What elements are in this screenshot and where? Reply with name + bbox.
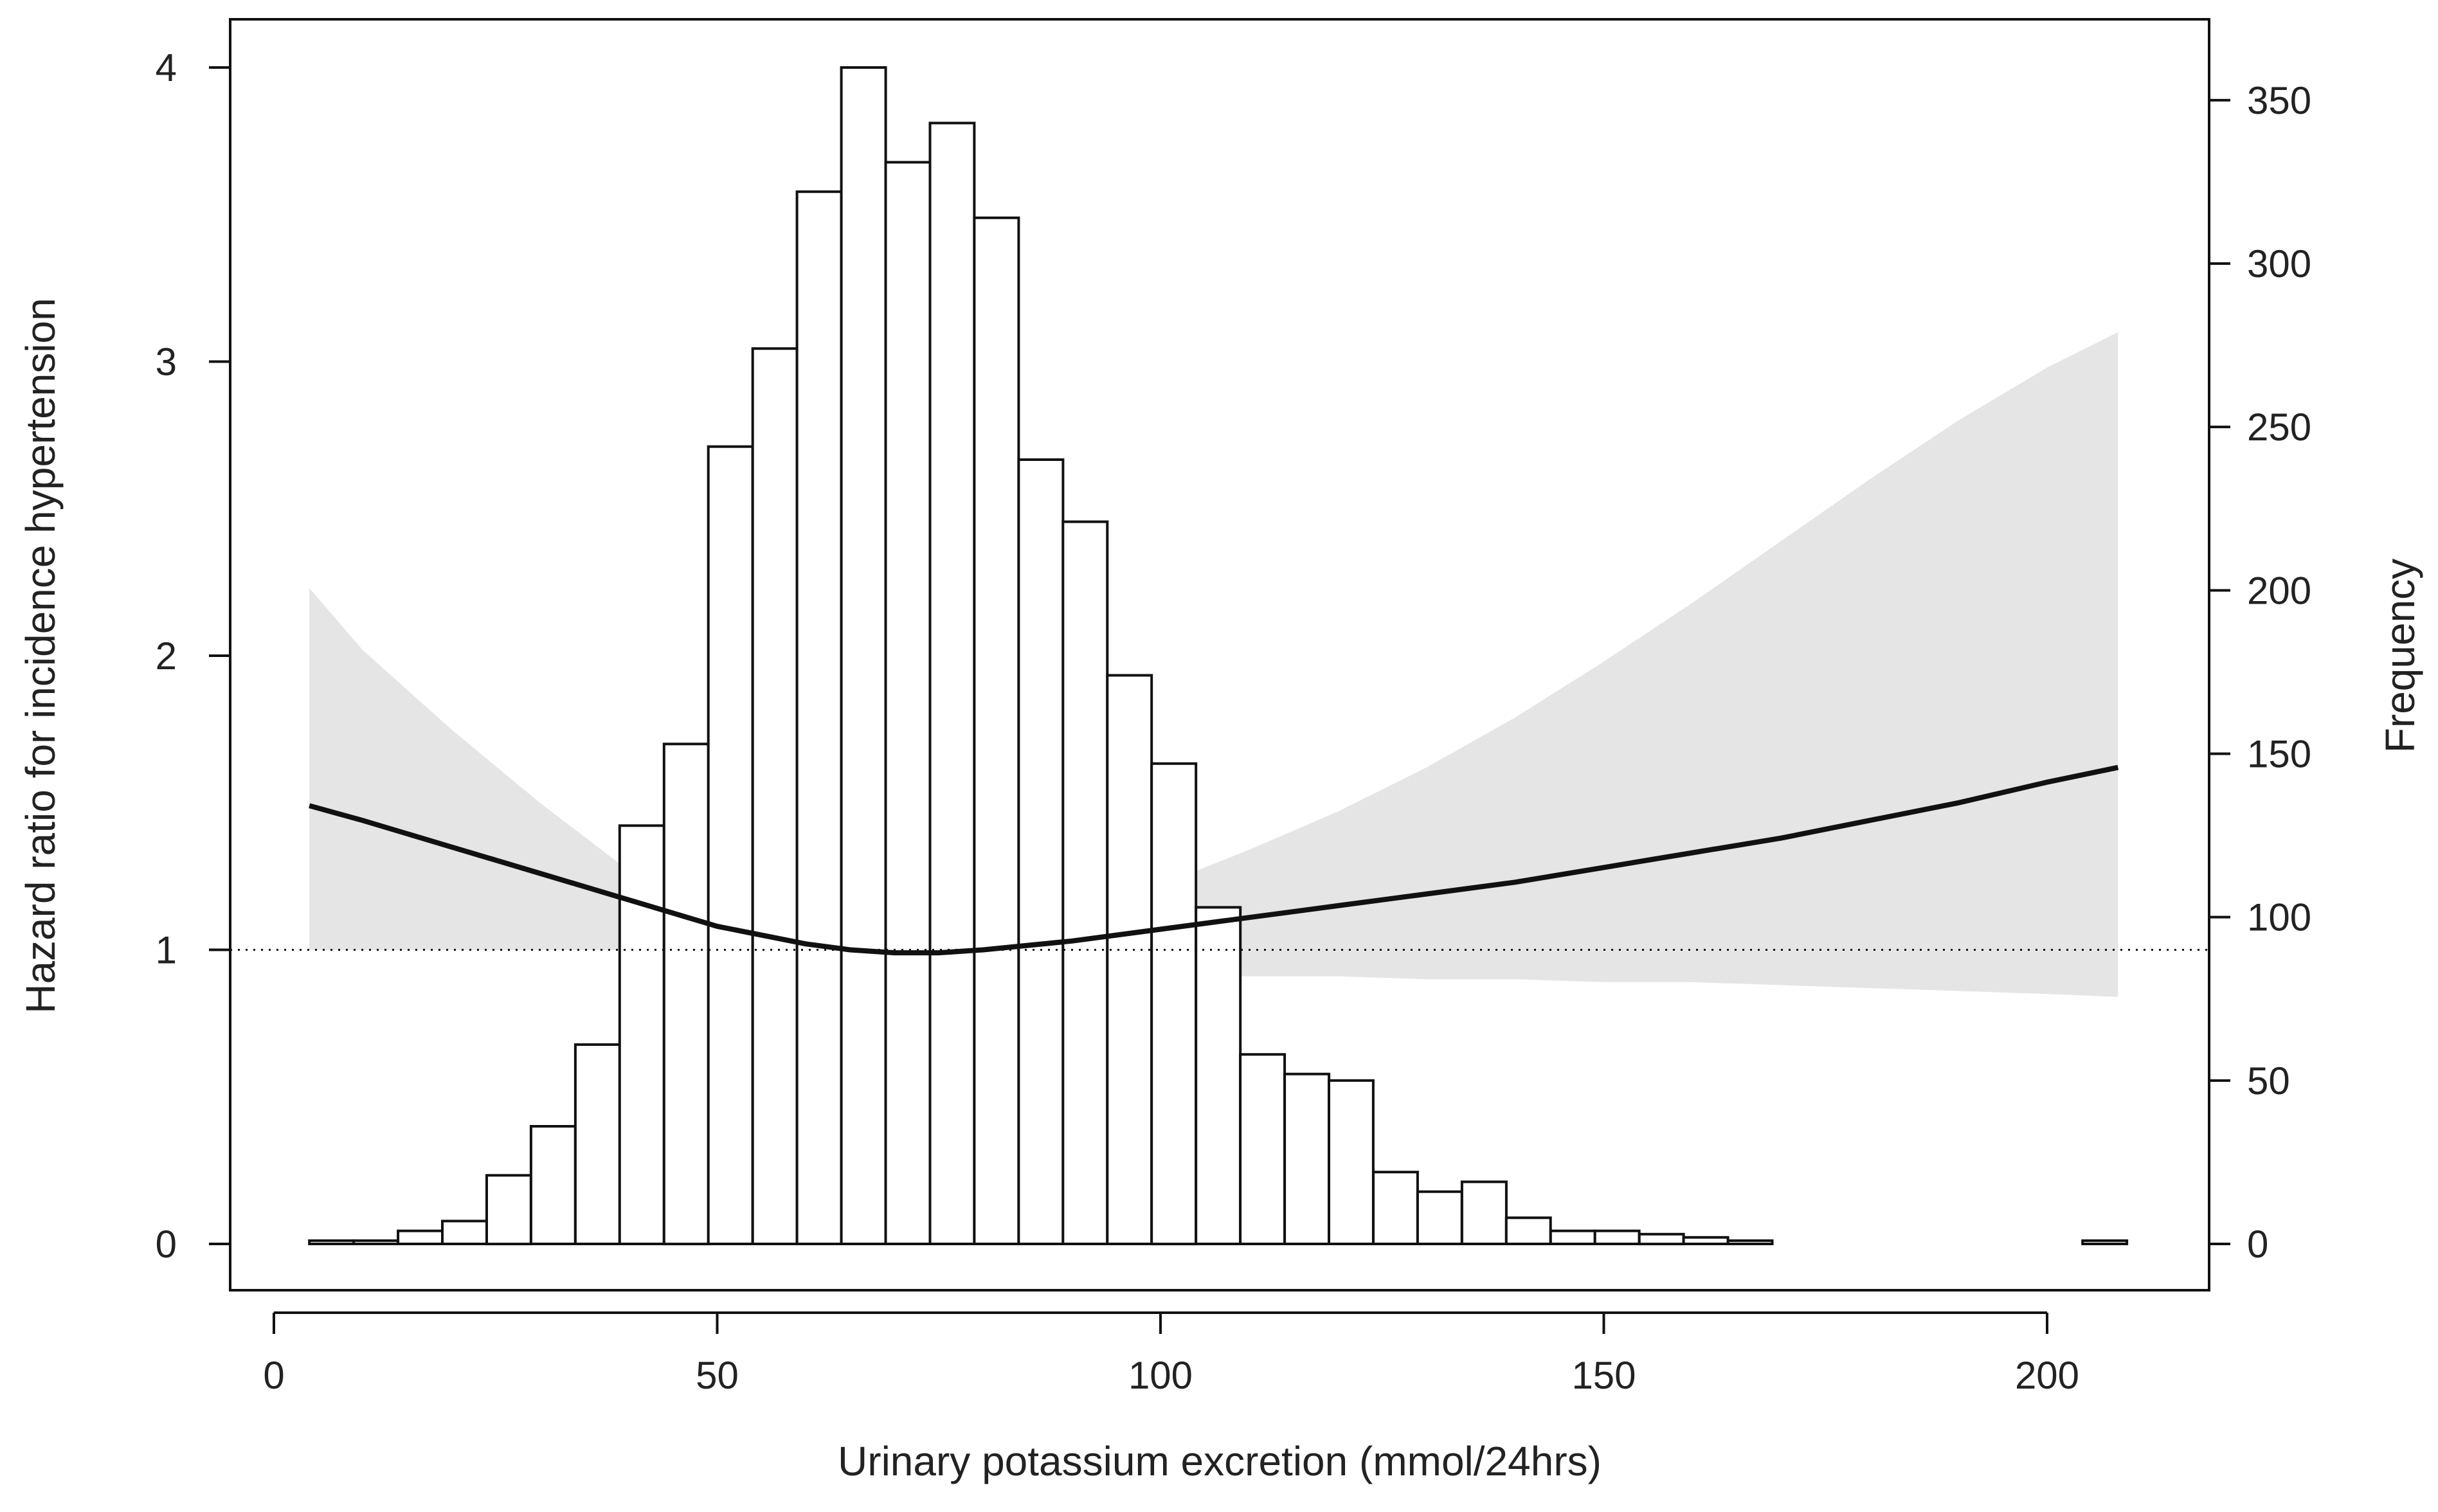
hazard-ratio-curve xyxy=(309,764,2119,956)
histogram-bar xyxy=(1328,1079,1375,1246)
y-right-tick-label: 150 xyxy=(2247,733,2311,776)
y-right-tick-label: 200 xyxy=(2247,569,2311,612)
histogram-bar xyxy=(1239,1053,1287,1245)
histogram-bar xyxy=(751,347,799,1246)
y-left-tick-label: 0 xyxy=(156,1223,177,1266)
y-left-tick-label: 4 xyxy=(156,46,177,89)
histogram-layer xyxy=(308,66,2129,1246)
histogram-bar xyxy=(707,445,754,1246)
histogram-bar xyxy=(1283,1072,1331,1245)
histogram-bar xyxy=(973,216,1020,1245)
histogram-bar xyxy=(441,1220,488,1246)
histogram-bar xyxy=(397,1229,444,1245)
histogram-bar xyxy=(1593,1229,1641,1245)
histogram-bar xyxy=(1460,1180,1508,1246)
histogram-bar xyxy=(2081,1239,2129,1246)
histogram-bar xyxy=(884,161,932,1245)
histogram-bar xyxy=(662,742,710,1246)
histogram-bar xyxy=(795,190,843,1246)
hazard-line-layer xyxy=(309,764,2119,956)
histogram-bar xyxy=(529,1125,577,1245)
y-left-tick-label: 3 xyxy=(156,341,177,384)
y-right-tick-label: 250 xyxy=(2247,406,2311,449)
histogram-bar xyxy=(573,1043,621,1246)
histogram-bar xyxy=(1638,1232,1685,1246)
histogram-bar xyxy=(485,1174,532,1246)
x-tick-label: 150 xyxy=(1571,1354,1636,1397)
histogram-bar xyxy=(1726,1239,1774,1246)
x-tick-label: 0 xyxy=(263,1354,284,1397)
histogram-bar xyxy=(1061,520,1109,1245)
y-left-tick-label: 1 xyxy=(156,929,177,972)
ci-band-layer xyxy=(309,332,2118,997)
histogram-bar xyxy=(618,824,665,1246)
x-axis-title: Urinary potassium excretion (mmol/24hrs) xyxy=(838,1438,1602,1484)
histogram-bar xyxy=(1682,1236,1729,1246)
y-right-tick-label: 300 xyxy=(2247,242,2311,285)
histogram-bar xyxy=(928,122,976,1245)
x-tick-label: 100 xyxy=(1128,1354,1193,1397)
x-tick-label: 50 xyxy=(696,1354,739,1397)
histogram-bar xyxy=(1150,762,1198,1246)
histogram-bar xyxy=(1504,1216,1552,1246)
histogram-bar xyxy=(352,1239,399,1246)
y-axis-left-title: Hazard ratio for incidence hypertension xyxy=(17,298,64,1014)
histogram-bar xyxy=(1416,1190,1463,1245)
x-tick-label: 200 xyxy=(2015,1354,2079,1397)
axes-layer: 0 50 100 150 200 0 1 2 3 4 0 50 100 150 200 250 300 350 xyxy=(156,18,2311,1397)
histogram-bar xyxy=(1017,458,1065,1245)
y-right-tick-label: 50 xyxy=(2247,1059,2290,1102)
y-axis-right-title: Frequency xyxy=(2377,559,2423,753)
histogram-bar xyxy=(1372,1171,1419,1245)
y-left-tick-label: 2 xyxy=(156,634,177,678)
confidence-band xyxy=(309,332,2118,997)
histogram-bar xyxy=(840,66,887,1245)
histogram-bar xyxy=(1549,1229,1596,1245)
y-right-tick-label: 350 xyxy=(2247,79,2311,122)
histogram-bar xyxy=(1195,906,1242,1245)
histogram-bar xyxy=(308,1239,356,1246)
histogram-bar xyxy=(1106,674,1153,1245)
y-right-tick-label: 100 xyxy=(2247,896,2311,939)
y-right-tick-label: 0 xyxy=(2247,1223,2268,1266)
